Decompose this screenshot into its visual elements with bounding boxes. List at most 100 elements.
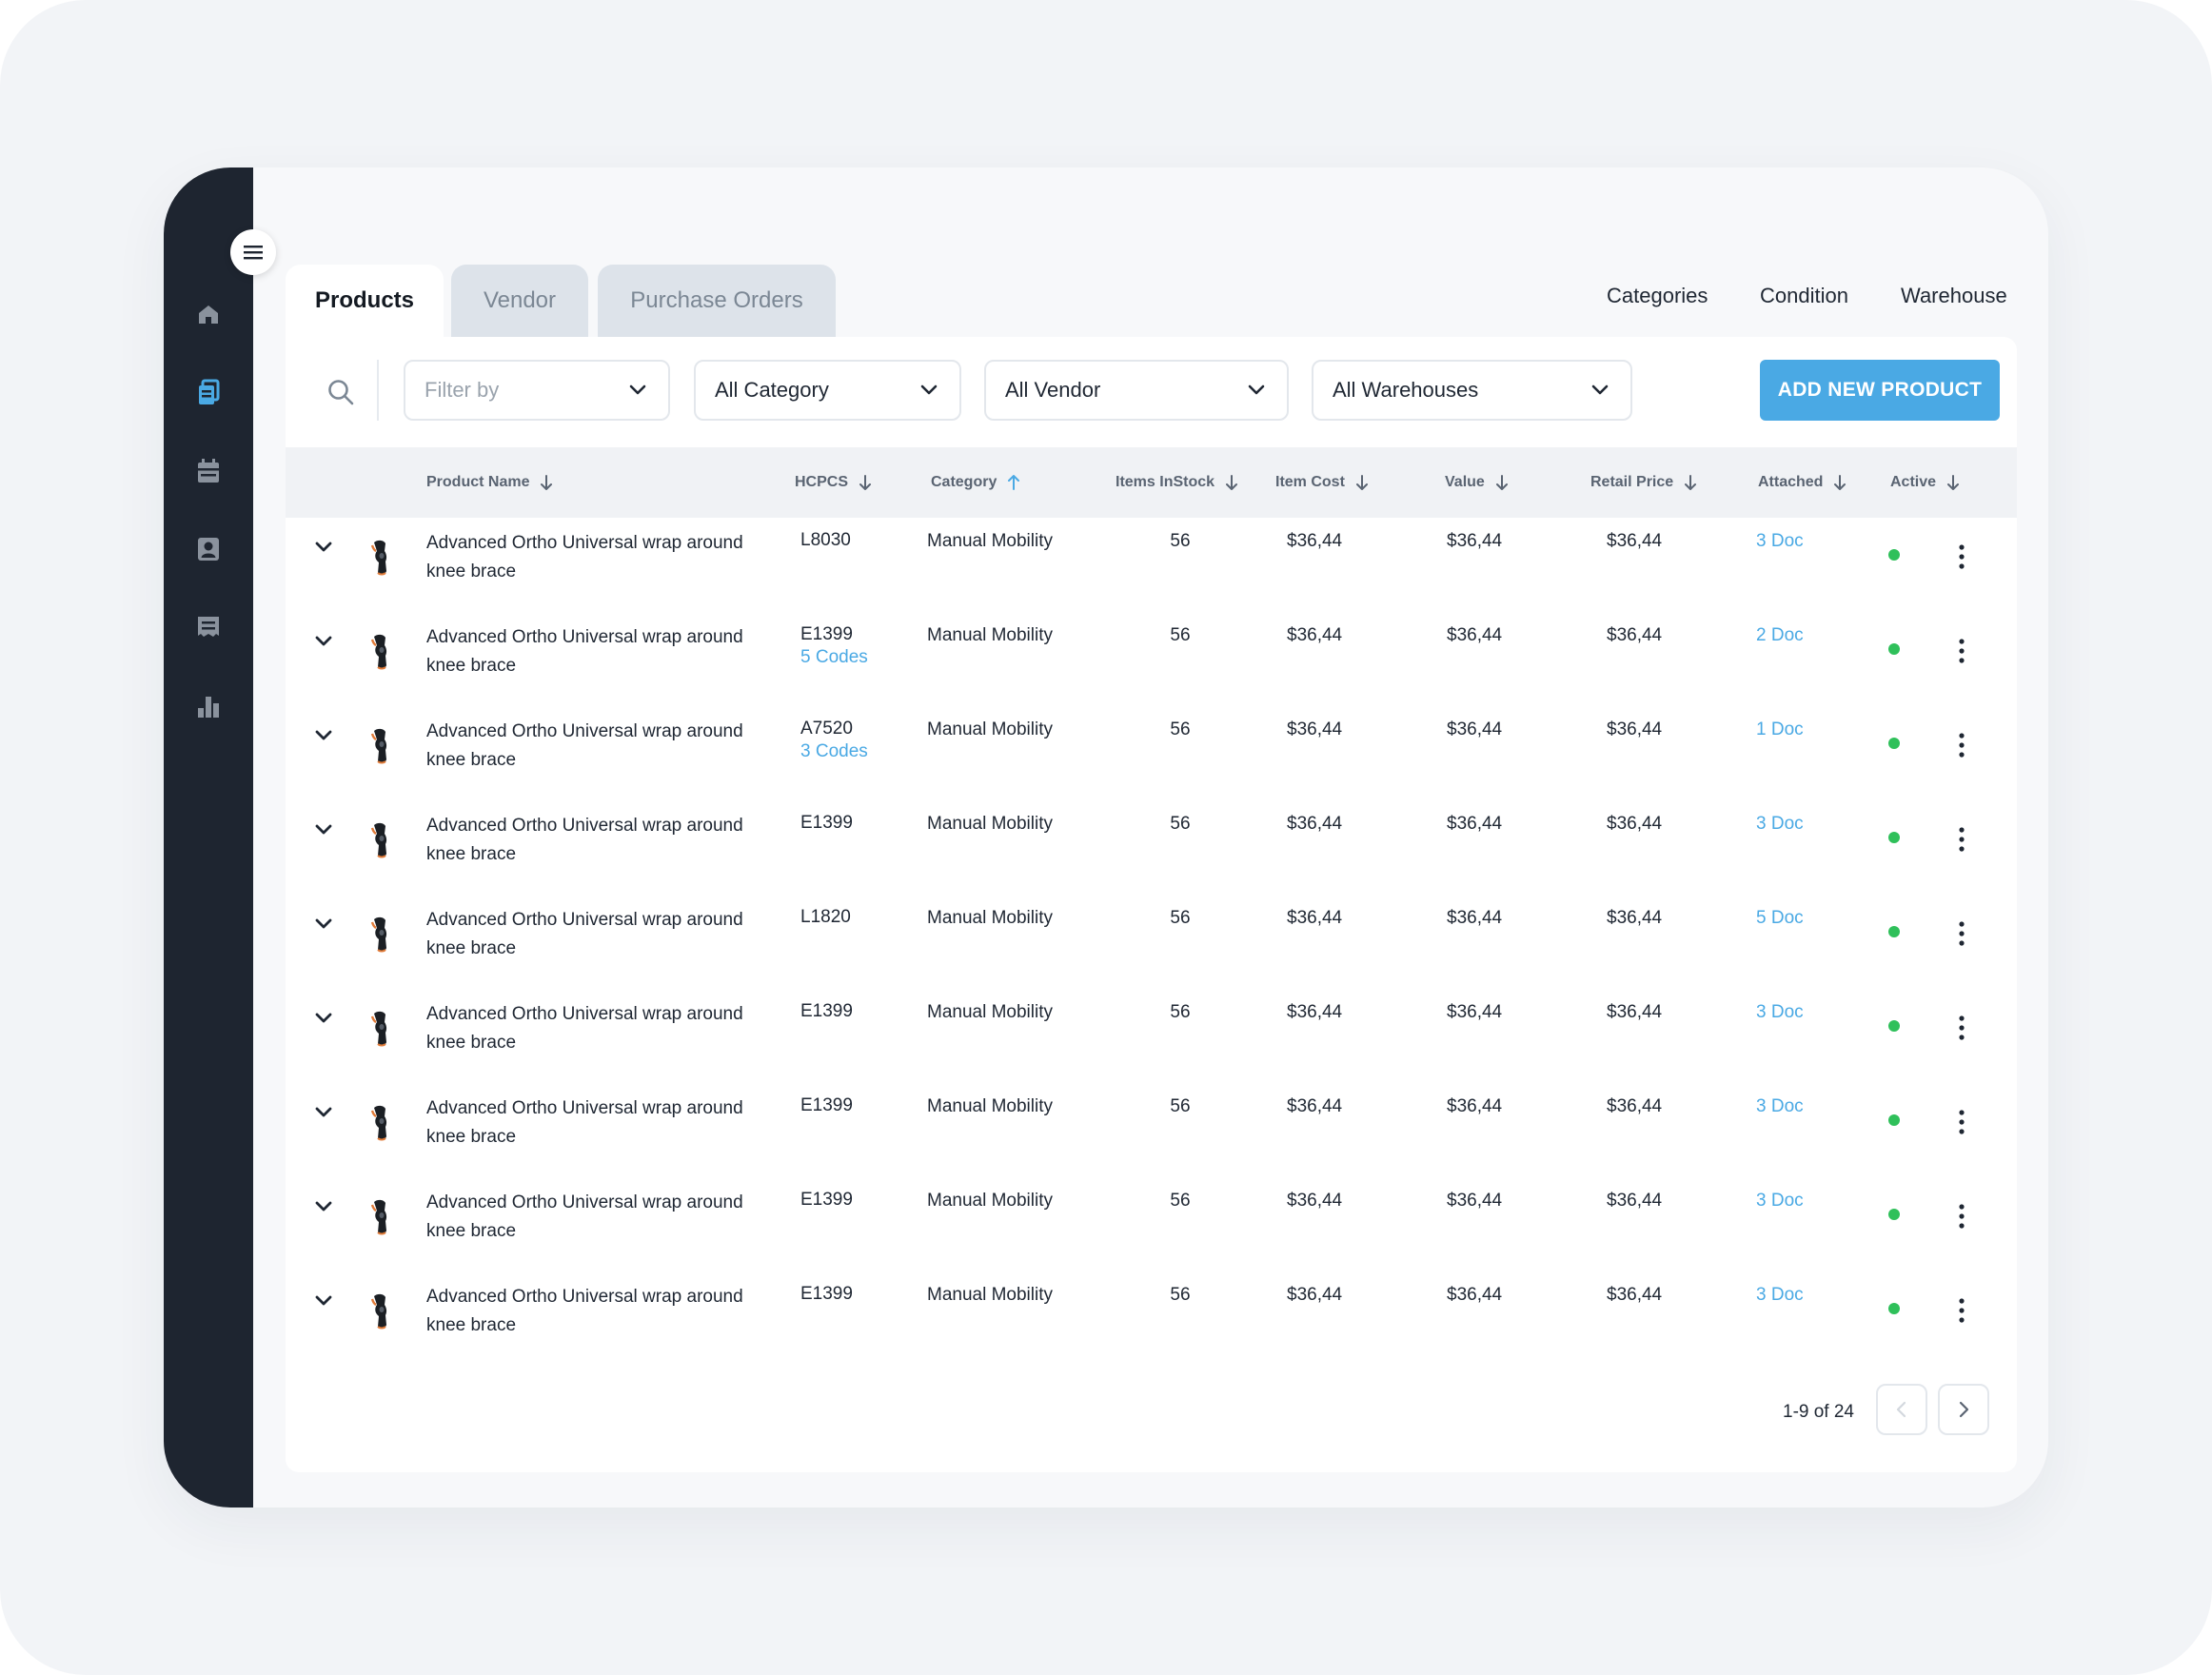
chevron-down-icon[interactable] [310, 627, 337, 654]
retail-price-value: $36,44 [1607, 814, 1663, 834]
table-row[interactable]: Advanced Ortho Universal wrap around kne… [286, 518, 2017, 612]
stock-value: 56 [1170, 1096, 1191, 1116]
product-name: Advanced Ortho Universal wrap around kne… [426, 627, 743, 676]
more-options-icon[interactable] [1955, 1202, 1968, 1231]
next-page-button[interactable] [1938, 1384, 1989, 1435]
table-row[interactable]: Advanced Ortho Universal wrap around kne… [286, 1271, 2017, 1366]
bar-chart-icon[interactable] [193, 691, 224, 721]
chevron-down-icon[interactable] [310, 533, 337, 560]
value-amount: $36,44 [1447, 531, 1503, 551]
arrow-down-icon [1355, 475, 1368, 490]
more-options-icon[interactable] [1955, 637, 1968, 665]
attached-docs-link[interactable]: 3 Doc [1756, 1002, 1804, 1022]
more-options-icon[interactable] [1955, 1014, 1968, 1042]
more-options-icon[interactable] [1955, 919, 1968, 948]
tab-products[interactable]: Products [286, 265, 444, 337]
hamburger-icon[interactable] [230, 229, 276, 275]
column-header-hcpcs[interactable]: HCPCS [795, 447, 873, 518]
warehouses-select[interactable]: All Warehouses [1312, 360, 1632, 421]
column-header-category[interactable]: Category [931, 447, 1021, 518]
attached-docs-link[interactable]: 1 Doc [1756, 719, 1804, 739]
select-value: All Category [715, 378, 829, 402]
attached-docs-link[interactable]: 2 Doc [1756, 625, 1804, 645]
add-new-product-button[interactable]: ADD NEW PRODUCT [1760, 360, 2000, 421]
more-codes-link[interactable]: 5 Codes [800, 647, 868, 667]
link-condition[interactable]: Condition [1760, 284, 1848, 307]
attached-docs-link[interactable]: 3 Doc [1756, 1096, 1804, 1116]
knee-brace-image [370, 634, 387, 670]
receipt-icon[interactable] [193, 613, 224, 643]
item-cost-value: $36,44 [1287, 1096, 1343, 1116]
more-options-icon[interactable] [1955, 542, 1968, 571]
value-amount: $36,44 [1447, 1002, 1503, 1022]
hcpcs-code: A7520 3 Codes [800, 718, 868, 763]
chevron-down-icon[interactable] [310, 910, 337, 936]
attached-docs-link[interactable]: 3 Doc [1756, 1285, 1804, 1305]
item-cost-value: $36,44 [1287, 814, 1343, 834]
hcpcs-code: E1399 5 Codes [800, 623, 868, 669]
table-row[interactable]: Advanced Ortho Universal wrap around kne… [286, 1083, 2017, 1177]
link-warehouse[interactable]: Warehouse [1901, 284, 2007, 307]
category-select[interactable]: All Category [694, 360, 961, 421]
more-options-icon[interactable] [1955, 825, 1968, 854]
vendor-select[interactable]: All Vendor [984, 360, 1289, 421]
chevron-down-icon[interactable] [310, 816, 337, 842]
column-header-value[interactable]: Value [1445, 447, 1510, 518]
link-categories[interactable]: Categories [1607, 284, 1708, 307]
calendar-icon[interactable] [193, 456, 224, 486]
stock-value: 56 [1170, 908, 1191, 928]
tab-vendor[interactable]: Vendor [451, 265, 588, 337]
more-codes-link[interactable]: 3 Codes [800, 741, 868, 761]
arrow-down-icon [541, 475, 553, 490]
documents-icon[interactable] [193, 377, 224, 407]
column-header-active[interactable]: Active [1890, 447, 1961, 518]
prev-page-button[interactable] [1876, 1384, 1927, 1435]
column-header-product-name[interactable]: Product Name [426, 447, 554, 518]
chevron-right-icon [1959, 1401, 1969, 1418]
table-row[interactable]: Advanced Ortho Universal wrap around kne… [286, 1177, 2017, 1271]
product-name: Advanced Ortho Universal wrap around kne… [426, 1098, 743, 1147]
table-row[interactable]: Advanced Ortho Universal wrap around kne… [286, 612, 2017, 706]
active-status-dot [1888, 1303, 1900, 1314]
column-header-item-cost[interactable]: Item Cost [1275, 447, 1370, 518]
attached-docs-link[interactable]: 5 Doc [1756, 908, 1804, 928]
hcpcs-value: E1399 [800, 1001, 853, 1021]
home-icon[interactable] [193, 299, 224, 329]
chevron-down-icon[interactable] [310, 1192, 337, 1219]
chevron-down-icon[interactable] [310, 1287, 337, 1313]
chevron-down-icon[interactable] [310, 1098, 337, 1125]
products-panel: Filter by All Category All Vendor All Wa… [286, 337, 2017, 1472]
retail-price-value: $36,44 [1607, 908, 1663, 928]
chevron-left-icon [1896, 1401, 1906, 1418]
chevron-down-icon[interactable] [310, 1004, 337, 1031]
attached-docs-link[interactable]: 3 Doc [1756, 1191, 1804, 1211]
contact-icon[interactable] [193, 534, 224, 564]
attached-docs-link[interactable]: 3 Doc [1756, 814, 1804, 834]
table-row[interactable]: Advanced Ortho Universal wrap around kne… [286, 800, 2017, 895]
column-label: Retail Price [1590, 474, 1674, 490]
table-row[interactable]: Advanced Ortho Universal wrap around kne… [286, 895, 2017, 989]
select-value: All Vendor [1005, 378, 1101, 402]
hcpcs-value: E1399 [800, 813, 853, 833]
arrow-up-icon [1008, 475, 1020, 490]
more-options-icon[interactable] [1955, 731, 1968, 759]
chevron-down-icon [629, 384, 646, 395]
knee-brace-image [370, 1011, 387, 1047]
hcpcs-code: E1399 [800, 1189, 853, 1212]
more-options-icon[interactable] [1955, 1108, 1968, 1136]
table-row[interactable]: Advanced Ortho Universal wrap around kne… [286, 989, 2017, 1083]
column-header-attached[interactable]: Attached [1758, 447, 1847, 518]
stock-value: 56 [1170, 814, 1191, 834]
tab-purchase-orders[interactable]: Purchase Orders [598, 265, 836, 337]
attached-docs-link[interactable]: 3 Doc [1756, 531, 1804, 551]
chevron-down-icon[interactable] [310, 721, 337, 748]
column-header-retail-price[interactable]: Retail Price [1590, 447, 1698, 518]
search-icon[interactable] [326, 377, 356, 407]
table-row[interactable]: Advanced Ortho Universal wrap around kne… [286, 706, 2017, 800]
more-options-icon[interactable] [1955, 1296, 1968, 1325]
column-label: Product Name [426, 474, 530, 490]
arrow-down-icon [1495, 475, 1508, 490]
filter-by-select[interactable]: Filter by [404, 360, 670, 421]
item-cost-value: $36,44 [1287, 719, 1343, 739]
column-header-items-instock[interactable]: Items InStock [1116, 447, 1239, 518]
